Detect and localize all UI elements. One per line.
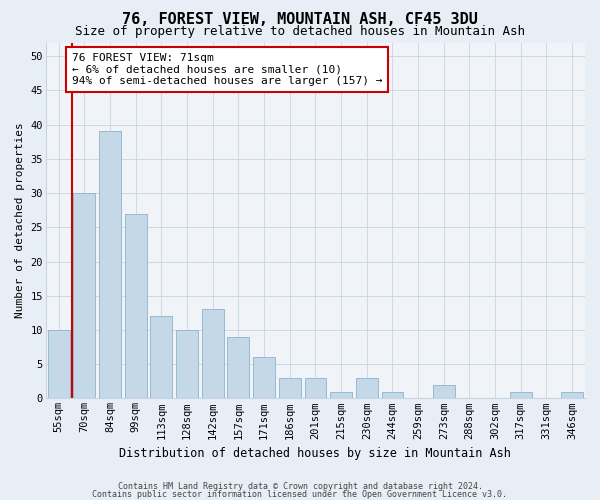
Y-axis label: Number of detached properties: Number of detached properties (15, 122, 25, 318)
Bar (151, 316, 172, 398)
Bar (99, 132, 121, 398)
Bar (279, 378, 301, 398)
Text: Size of property relative to detached houses in Mountain Ash: Size of property relative to detached ho… (75, 25, 525, 38)
Bar (356, 378, 377, 398)
Bar (176, 330, 198, 398)
Bar (48, 330, 70, 398)
Bar (73, 193, 95, 398)
Text: 76, FOREST VIEW, MOUNTAIN ASH, CF45 3DU: 76, FOREST VIEW, MOUNTAIN ASH, CF45 3DU (122, 12, 478, 28)
Bar (253, 358, 275, 399)
Bar (305, 378, 326, 398)
Text: 76 FOREST VIEW: 71sqm
← 6% of detached houses are smaller (10)
94% of semi-detac: 76 FOREST VIEW: 71sqm ← 6% of detached h… (71, 53, 382, 86)
Text: Contains HM Land Registry data © Crown copyright and database right 2024.: Contains HM Land Registry data © Crown c… (118, 482, 482, 491)
Bar (510, 392, 532, 398)
Bar (125, 214, 146, 398)
X-axis label: Distribution of detached houses by size in Mountain Ash: Distribution of detached houses by size … (119, 447, 511, 460)
Bar (227, 337, 250, 398)
Text: Contains public sector information licensed under the Open Government Licence v3: Contains public sector information licen… (92, 490, 508, 499)
Bar (382, 392, 403, 398)
Bar (202, 310, 224, 398)
Bar (433, 384, 455, 398)
Bar (561, 392, 583, 398)
Bar (330, 392, 352, 398)
